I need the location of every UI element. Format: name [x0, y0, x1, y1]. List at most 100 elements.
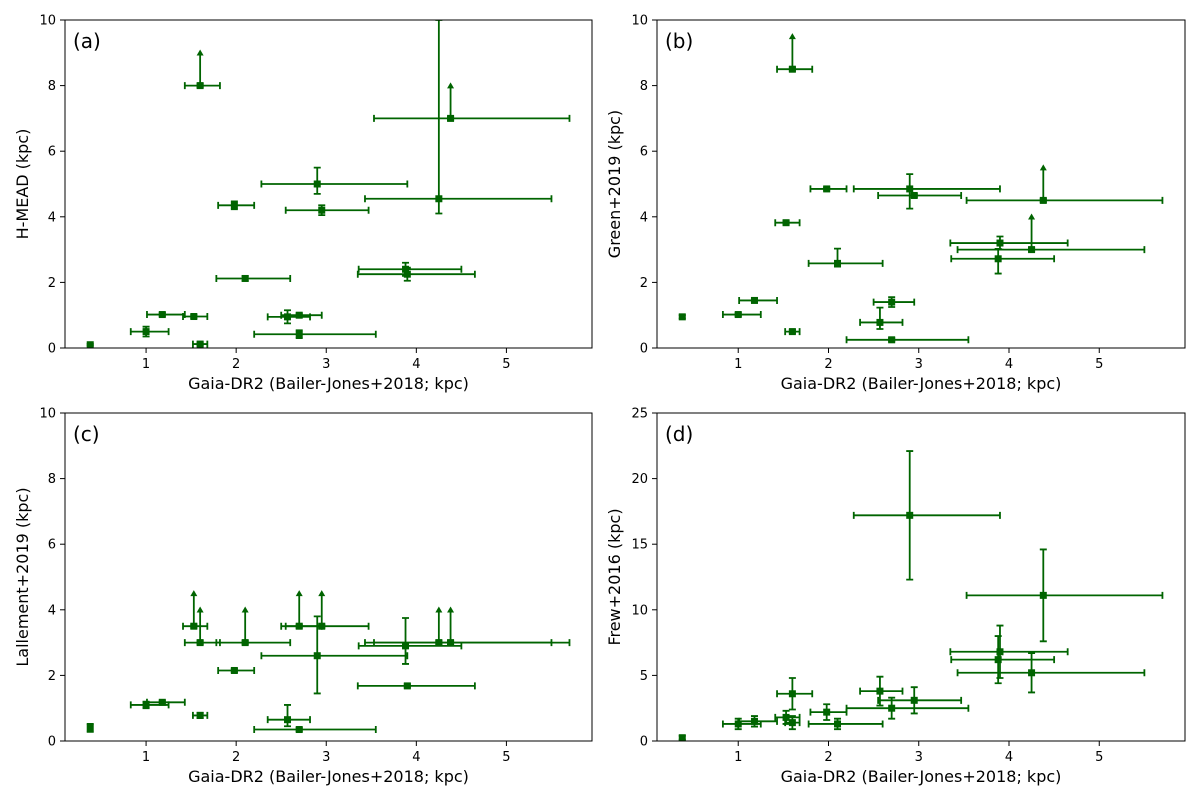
panel-b-point-7-xerr: [807, 259, 884, 267]
panel-a-x-tick-label-0: 1: [142, 357, 150, 372]
panel-d-point-12-xerr: [950, 656, 1056, 664]
panel-c-point-2-marker: [158, 698, 166, 706]
panel-c-point-8-marker: [284, 716, 292, 724]
panel-c-point-1-marker: [142, 701, 150, 709]
panel-b-x-tick-label-3: 4: [1005, 357, 1013, 372]
panel-c-x-tick-label-1: 2: [232, 750, 240, 765]
panel-c-y-tick-label-1: 2: [48, 669, 56, 684]
panel-d-point-4-marker: [788, 719, 796, 727]
panel-a-point-11-xerr: [260, 180, 409, 188]
panel-b-point-1-xerr: [721, 311, 762, 319]
panel-c-point-2: [146, 698, 186, 706]
panel-a-point-16-arrow-icon: [447, 82, 455, 89]
panel-d-point-7: [807, 717, 884, 731]
panel-a-point-10: [253, 329, 377, 340]
panel-b-point-4-marker: [788, 328, 796, 336]
panel-a-point-10-xerr: [253, 330, 377, 338]
panel-c-x-tick-label-3: 4: [412, 750, 420, 765]
panel-c-point-5-marker: [196, 711, 204, 719]
panel-a-x-tick-label-2: 3: [322, 357, 330, 372]
panel-b-point-13-xerr: [950, 255, 1056, 263]
panel-b-point-15-xerr: [956, 246, 1146, 254]
panel-b-point-4: [784, 328, 801, 336]
panel-c-point-11: [260, 615, 409, 695]
panel-d-y-tick-label-5: 25: [631, 407, 648, 422]
panel-b-y-tick-label-3: 6: [640, 145, 648, 160]
panel-d-point-6-marker: [823, 708, 831, 716]
panel-a-x-tick-label-3: 4: [412, 357, 420, 372]
panel-a-point-14-marker: [403, 270, 411, 278]
panel-b-point-0-marker: [678, 313, 686, 321]
panel-a-point-14-xerr: [356, 270, 476, 278]
panel-a-point-12-marker: [318, 206, 326, 214]
panel-a-point-16-marker: [447, 114, 455, 122]
panel-d-x-axis-label: Gaia-DR2 (Bailer-Jones+2018; kpc): [781, 767, 1062, 786]
panel-b-point-5-arrow-icon: [788, 33, 796, 40]
panel-a-point-16-xerr: [373, 114, 571, 122]
panel-a-point-11-marker: [313, 180, 321, 188]
panel-a-point-13-xerr: [357, 265, 463, 273]
panel-a-point-1: [129, 325, 170, 338]
panel-c-point-7-xerr: [215, 639, 292, 647]
panel-a-x-tick-label-1: 2: [232, 357, 240, 372]
panel-b-point-8: [859, 306, 904, 330]
panel-c-point-7: [215, 606, 292, 647]
panel-c-point-12: [284, 590, 370, 630]
panel-a-point-15-marker: [435, 195, 443, 203]
panel-d-points-layer: [678, 450, 1164, 741]
panel-a-y-tick-label-4: 8: [48, 79, 56, 94]
panel-c-point-10: [280, 590, 323, 630]
panel-b-point-12-xerr: [877, 191, 963, 199]
panel-d-point-15-xerr: [965, 591, 1164, 599]
panel-d-point-2: [738, 715, 778, 728]
panel-a-point-15-yerr: [435, 20, 443, 215]
panel-b-point-6: [809, 185, 848, 193]
panel-c-point-4: [183, 606, 221, 647]
panel-c-point-6-marker: [230, 666, 238, 674]
panel-c-label: (c): [73, 422, 100, 446]
panel-d-y-tick-label-3: 15: [631, 538, 648, 553]
panel-d-point-10-xerr: [852, 511, 1001, 519]
panel-c-x-tick-label-2: 3: [322, 750, 330, 765]
panel-a-point-14: [356, 266, 476, 282]
panel-d-point-2-marker: [750, 717, 758, 725]
panel-a-point-12-xerr: [284, 206, 370, 214]
panel-c-point-8: [266, 704, 311, 728]
panel-a: 1 2 3 4 5 0 2 4 6 8 10 (a) Gaia-DR2 (Bailer-Jones+…: [13, 14, 593, 393]
panel-c-point-9: [253, 726, 377, 734]
panel-c-point-11-marker: [313, 652, 321, 660]
panel-d: 1 2 3 4 5 0 5 10 15 20 25 (d) Gaia-DR2 (Bailer-Jon…: [605, 407, 1186, 786]
panel-a-point-2: [146, 311, 186, 319]
panel-b-point-16-xerr: [965, 196, 1164, 204]
panel-a-axes-frame: [64, 19, 593, 349]
panel-a-point-2-xerr: [146, 311, 186, 319]
panel-b-point-14: [949, 235, 1069, 251]
panel-c-y-tick-label-2: 4: [48, 603, 56, 618]
panel-b-point-15-marker: [1028, 246, 1036, 254]
panel-b-point-11: [852, 173, 1001, 210]
panel-b-point-7: [807, 247, 884, 268]
panel-d-point-12: [950, 635, 1056, 685]
panel-c-point-10-arrow-icon: [295, 590, 303, 597]
panel-d-point-5: [776, 677, 814, 711]
panel-b-point-2-xerr: [738, 296, 778, 304]
panel-d-point-13-xerr: [949, 648, 1069, 656]
panel-b-point-10-marker: [888, 336, 896, 344]
panel-a-point-5: [183, 49, 221, 90]
panel-d-point-11-xerr: [877, 696, 963, 704]
panel-d-point-3-marker: [782, 713, 790, 721]
panel-a-point-15-xerr: [364, 195, 553, 203]
panel-c: 1 2 3 4 5 0 2 4 6 8 10 (c) Gaia-DR2 (Bailer-Jones+…: [13, 407, 593, 786]
panel-b-point-9-marker: [888, 298, 896, 306]
panel-d-y-axis-label: Frew+2016 (kpc): [605, 508, 624, 645]
panel-b-point-11-xerr: [852, 185, 1001, 193]
panel-d-point-0: [678, 734, 686, 741]
panel-b-point-12-marker: [910, 191, 918, 199]
panel-c-point-3-marker: [190, 622, 198, 630]
panel-d-point-9: [845, 696, 970, 720]
panel-c-point-14-marker: [403, 682, 411, 690]
panel-c-point-6: [217, 666, 256, 674]
panel-b-axes-frame: [656, 19, 1186, 349]
panel-b-point-3-marker: [782, 219, 790, 227]
panel-b-x-tick-label-0: 1: [734, 357, 742, 372]
